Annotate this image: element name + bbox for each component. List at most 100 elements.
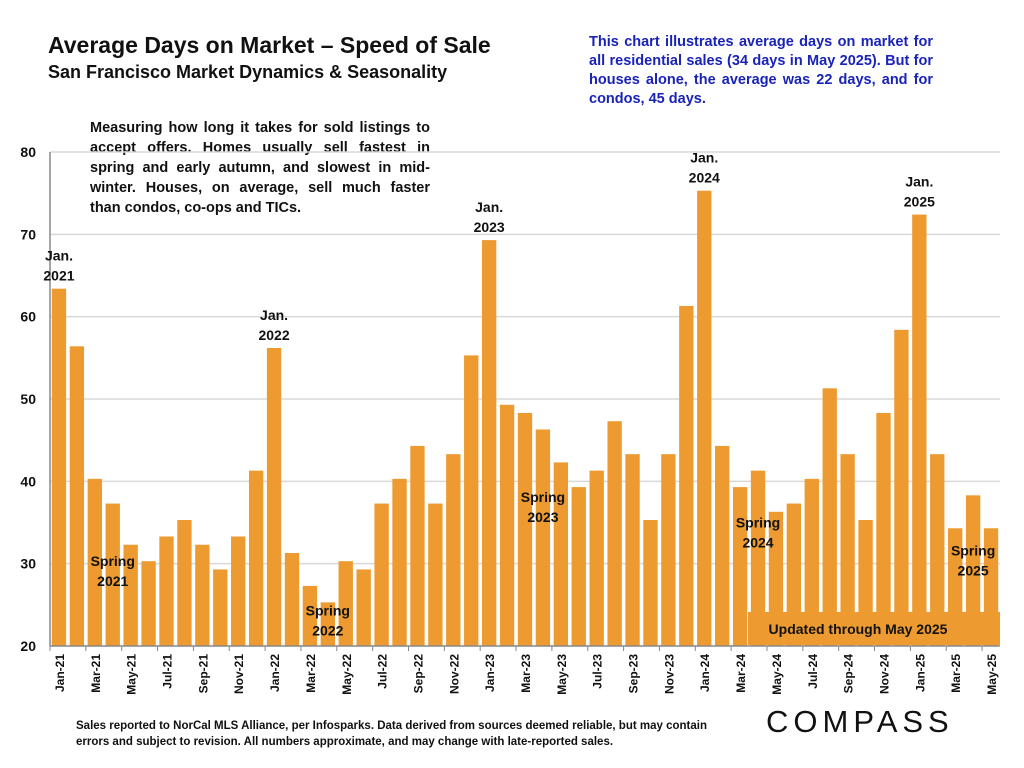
chart-title: Average Days on Market – Speed of Sale (48, 32, 491, 58)
bar-Aug-24 (822, 388, 837, 646)
x-tick-label: Jul-24 (806, 654, 820, 689)
annotation-label: Spring (91, 553, 135, 569)
x-tick-label: Sep-22 (411, 654, 425, 694)
bar-Aug-22 (392, 478, 407, 646)
bar-Nov-22 (446, 454, 461, 646)
bar-May-21 (123, 544, 138, 646)
bar-Feb-23 (499, 404, 515, 646)
annotation-label: 2022 (258, 327, 289, 343)
x-tick-label: Jul-23 (591, 654, 605, 689)
bar-Sep-24 (840, 454, 855, 646)
bar-Jul-22 (374, 503, 389, 646)
bar-Mar-23 (517, 412, 533, 646)
bar-Aug-21 (177, 520, 192, 646)
update-note: Updated through May 2025 (769, 621, 948, 637)
summary-callout: This chart illustrates average days on m… (589, 34, 933, 107)
bar-Apr-23 (535, 429, 551, 646)
x-tick-label: May-22 (340, 654, 354, 695)
bar-Sep-23 (625, 454, 640, 646)
x-tick-label: May-21 (125, 654, 139, 695)
bar-Jun-21 (141, 561, 156, 646)
annotation-label: Spring (951, 542, 995, 558)
bar-Aug-23 (607, 421, 622, 646)
bar-Oct-22 (428, 503, 443, 646)
x-tick-label: Jan-21 (53, 654, 67, 692)
bar-Jun-23 (571, 487, 586, 646)
bar-Sep-21 (195, 544, 210, 646)
x-tick-label: Mar-21 (89, 654, 103, 693)
bar-Apr-25 (965, 495, 981, 646)
bar-Jan-23 (481, 240, 497, 646)
bar-Sep-22 (410, 445, 425, 646)
annotation-label: Jan. (475, 199, 503, 215)
y-tick-label: 50 (20, 391, 36, 407)
y-tick-label: 70 (20, 226, 36, 242)
x-tick-label: Sep-24 (842, 654, 856, 694)
x-tick-label: Jan-24 (698, 654, 712, 692)
x-tick-label: May-24 (770, 654, 784, 695)
bar-Apr-21 (105, 503, 120, 646)
x-tick-label: Mar-23 (519, 654, 533, 693)
annotation-label: 2022 (312, 622, 343, 638)
chart-subtitle: San Francisco Market Dynamics & Seasonal… (48, 62, 448, 82)
annotation-label: 2023 (474, 219, 505, 235)
y-tick-label: 60 (20, 309, 36, 325)
annotation-label: Jan. (690, 150, 718, 166)
bar-Nov-23 (661, 454, 676, 646)
update-note-box (748, 612, 1000, 645)
x-tick-label: Nov-24 (877, 654, 891, 694)
bar-Jan-24 (697, 190, 712, 647)
x-tick-label: Jan-25 (913, 654, 927, 692)
annotation-label: 2025 (904, 194, 935, 210)
bar-Dec-24 (894, 329, 909, 646)
annotation-label: 2023 (527, 509, 558, 525)
compass-logo: COMPASS (766, 704, 954, 739)
annotation-label: Jan. (905, 174, 933, 190)
bar-Oct-21 (213, 569, 228, 646)
x-tick-label: Nov-23 (662, 654, 676, 694)
bar-Apr-22 (320, 602, 335, 646)
bar-Jun-24 (786, 503, 802, 646)
source-footnote: Sales reported to NorCal MLS Alliance, p… (76, 720, 707, 748)
annotation-label: 2021 (43, 268, 74, 284)
y-tick-label: 40 (20, 473, 36, 489)
bar-Mar-22 (302, 585, 318, 646)
x-tick-label: Mar-24 (734, 654, 748, 693)
x-tick-label: Jan-22 (268, 654, 282, 692)
bar-Jan-22 (266, 347, 282, 646)
bar-Nov-24 (876, 412, 891, 646)
bar-Feb-22 (284, 552, 300, 646)
x-tick-label: Jul-22 (376, 654, 390, 689)
bar-Oct-23 (643, 520, 658, 646)
bar-May-22 (338, 561, 353, 646)
x-tick-label: Jul-21 (161, 654, 175, 689)
bar-Jun-22 (356, 569, 371, 646)
x-tick-label: Sep-21 (196, 654, 210, 694)
y-tick-label: 30 (20, 556, 36, 572)
bar-Feb-24 (715, 445, 730, 646)
x-tick-label: Mar-22 (304, 654, 318, 693)
bar-Feb-21 (69, 346, 85, 646)
annotation-label: 2025 (958, 562, 989, 578)
bar-Jul-24 (804, 478, 819, 646)
bar-Feb-25 (930, 454, 945, 646)
bar-Nov-21 (231, 536, 246, 646)
x-tick-label: May-23 (555, 654, 569, 695)
x-tick-label: May-25 (985, 654, 999, 695)
bar-Mar-21 (87, 478, 102, 646)
annotation-label: Jan. (45, 248, 73, 264)
annotation-label: Spring (736, 514, 780, 530)
bar-Dec-22 (464, 355, 479, 646)
x-tick-label: Jan-23 (483, 654, 497, 692)
annotation-label: 2021 (97, 573, 128, 589)
x-tick-label: Nov-21 (232, 654, 246, 694)
annotation-label: Spring (521, 489, 565, 505)
bar-Dec-21 (248, 470, 264, 646)
annotation-label: 2024 (689, 170, 720, 186)
bar-Dec-23 (679, 305, 694, 646)
bar-Jan-21 (51, 288, 67, 646)
bar-Jul-23 (589, 470, 604, 646)
x-tick-label: Sep-23 (627, 654, 641, 694)
x-tick-label: Nov-22 (447, 654, 461, 694)
